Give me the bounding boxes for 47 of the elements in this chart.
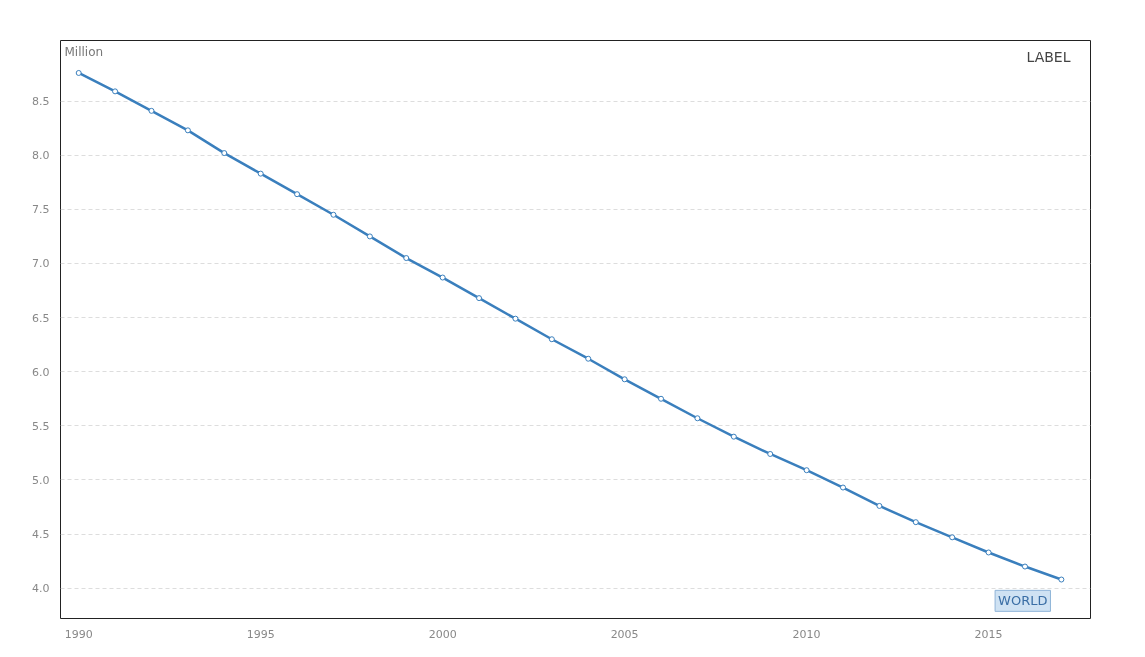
y-tick-label: 4.0 xyxy=(32,582,50,596)
point xyxy=(257,170,264,177)
y-axis-title: Million xyxy=(64,44,104,59)
y-tick-label: 8.5 xyxy=(32,95,50,109)
point xyxy=(294,191,301,198)
y-tick-label: 5.5 xyxy=(32,419,50,433)
x-tick-label: 1990 xyxy=(64,627,93,641)
point xyxy=(75,69,82,76)
point xyxy=(403,255,410,262)
y-tick-label: 7.5 xyxy=(32,203,50,217)
point xyxy=(658,395,665,402)
x-tick-label: 2005 xyxy=(610,627,639,641)
point xyxy=(949,534,956,541)
point xyxy=(512,315,519,322)
x-tick-label: 1995 xyxy=(246,627,275,641)
point xyxy=(585,355,592,362)
point xyxy=(148,107,155,114)
point xyxy=(1021,563,1028,570)
x-tick-label: 2000 xyxy=(428,627,457,641)
y-tick-label: 7.0 xyxy=(32,257,50,271)
point xyxy=(876,502,883,509)
point xyxy=(1058,576,1065,583)
point xyxy=(730,433,737,440)
y-tick-label: 6.0 xyxy=(32,365,50,379)
point xyxy=(548,336,555,343)
x-tick-label: 2015 xyxy=(974,627,1003,641)
point xyxy=(840,484,847,491)
y-tick-label: 5.0 xyxy=(32,473,50,487)
x-tick-label: 2010 xyxy=(792,627,821,641)
point xyxy=(621,376,628,383)
point xyxy=(366,233,373,240)
point xyxy=(476,295,483,302)
point xyxy=(767,450,774,457)
series-label: WORLD xyxy=(998,593,1048,609)
y-tick-label: 6.5 xyxy=(32,311,50,325)
point xyxy=(803,467,810,474)
point xyxy=(221,150,228,157)
point xyxy=(112,88,119,95)
point xyxy=(694,415,701,422)
point xyxy=(330,211,337,218)
point xyxy=(912,519,919,526)
y-tick-label: 8.0 xyxy=(32,149,50,163)
point xyxy=(184,127,191,134)
y-tick-label: 4.5 xyxy=(32,528,50,542)
annotation: LABEL xyxy=(1026,48,1071,65)
point xyxy=(985,549,992,556)
point xyxy=(439,274,446,281)
